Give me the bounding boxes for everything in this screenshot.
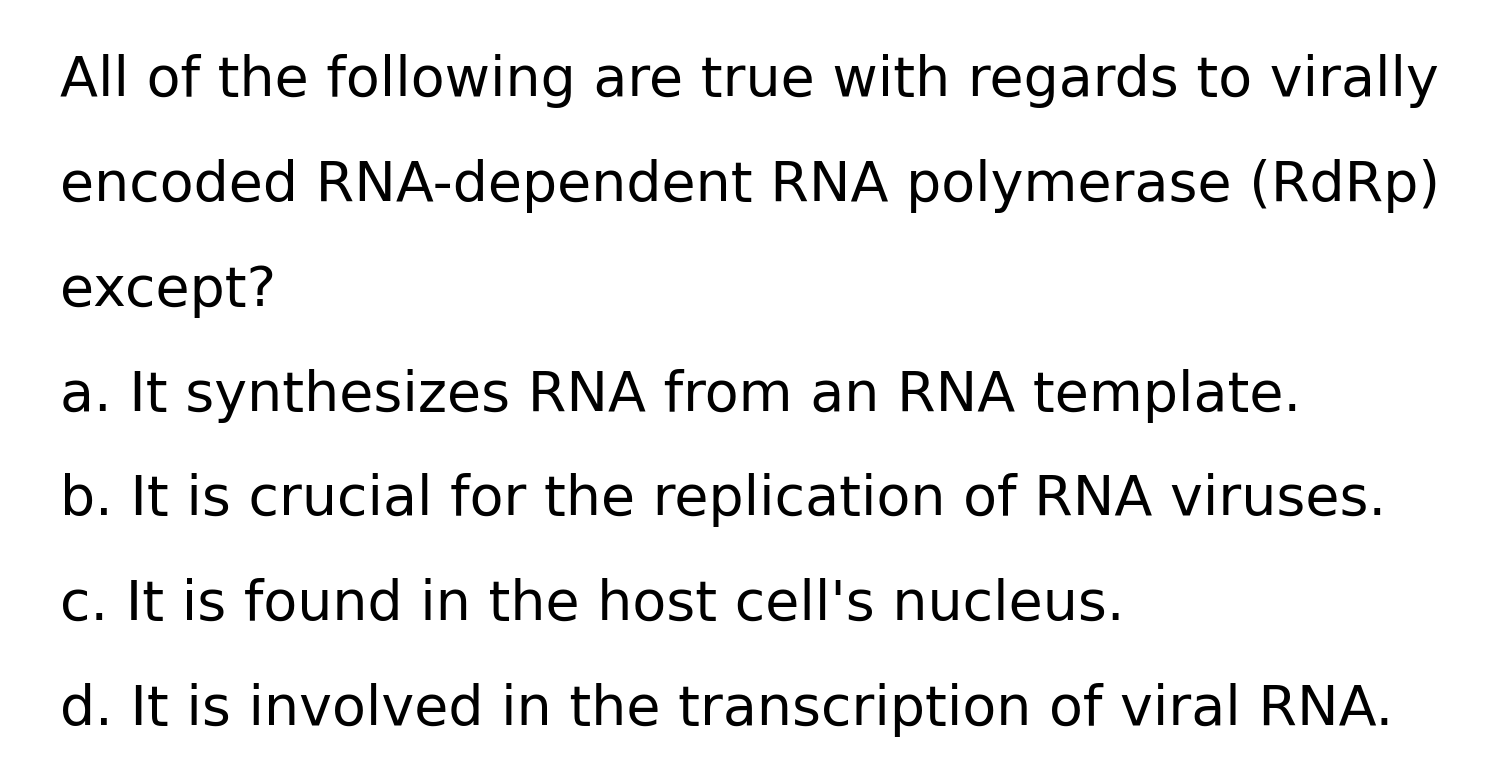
Text: except?: except? — [60, 264, 276, 318]
Text: All of the following are true with regards to virally: All of the following are true with regar… — [60, 54, 1438, 109]
Text: b. It is crucial for the replication of RNA viruses.: b. It is crucial for the replication of … — [60, 473, 1386, 528]
Text: c. It is found in the host cell's nucleus.: c. It is found in the host cell's nucleu… — [60, 578, 1125, 632]
Text: d. It is involved in the transcription of viral RNA.: d. It is involved in the transcription o… — [60, 683, 1394, 737]
Text: a. It synthesizes RNA from an RNA template.: a. It synthesizes RNA from an RNA templa… — [60, 369, 1300, 423]
Text: encoded RNA-dependent RNA polymerase (RdRp): encoded RNA-dependent RNA polymerase (Rd… — [60, 159, 1440, 213]
